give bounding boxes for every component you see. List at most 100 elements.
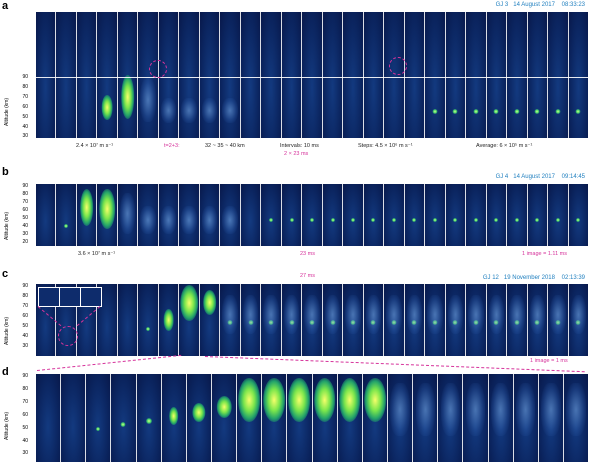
- panel-b-header: GJ 4 14 August 2017 09:14:45: [496, 174, 585, 180]
- image-frame: [548, 284, 569, 356]
- sprite-haze: [406, 294, 423, 335]
- panel-a-circle-marker: [389, 57, 407, 75]
- sprite-dot: [473, 109, 479, 115]
- sprite-glow: [364, 378, 386, 423]
- sprite-glow: [238, 378, 261, 423]
- image-frame: [384, 184, 405, 246]
- image-frame: [158, 284, 180, 356]
- panel-c-time: 02:13:39: [561, 275, 585, 281]
- image-frame: [466, 284, 487, 356]
- sprite-haze: [465, 382, 486, 436]
- image-frame: [281, 184, 303, 246]
- image-frame: [343, 12, 364, 138]
- sprite-glow: [338, 378, 361, 423]
- tick: 30: [22, 343, 28, 349]
- image-frame: [507, 184, 528, 246]
- panel-c-image-strip: [36, 284, 589, 356]
- sprite-haze: [427, 294, 443, 335]
- image-frame: [363, 284, 385, 356]
- sprite-haze: [488, 294, 505, 335]
- image-frame: [261, 284, 282, 356]
- tick: 90: [22, 283, 28, 289]
- sprite-glow: [263, 378, 286, 423]
- sprite-haze: [160, 97, 177, 123]
- tick: 50: [22, 215, 28, 221]
- image-frame: [158, 12, 180, 138]
- image-frame: [413, 374, 439, 462]
- image-frame: [287, 374, 313, 462]
- panel-b-axis-title: Altitude (km): [4, 211, 10, 240]
- image-frame: [179, 12, 200, 138]
- panel-b-annotation: 1 image = 1.11 ms: [522, 251, 567, 257]
- panel-c-axis-title: Altitude (km): [4, 316, 10, 345]
- sprite-dot: [269, 218, 274, 223]
- image-frame: [199, 284, 221, 356]
- sprite-dot: [96, 426, 101, 431]
- sprite-haze: [570, 294, 587, 335]
- sprite-haze: [181, 205, 197, 234]
- sprite-haze: [468, 294, 484, 335]
- panel-c-circle-marker: [58, 326, 78, 346]
- tick: 50: [22, 425, 28, 431]
- sprite-haze: [242, 294, 259, 335]
- sprite-glow: [101, 95, 113, 121]
- image-frame: [425, 184, 446, 246]
- panel-a-axis-title: Altitude (km): [4, 97, 10, 126]
- sprite-haze: [365, 294, 382, 335]
- image-frame: [199, 184, 221, 246]
- panel-b-date: 14 August 2017: [513, 174, 555, 180]
- image-frame: [322, 284, 344, 356]
- image-frame: [261, 184, 282, 246]
- sprite-haze: [550, 294, 566, 335]
- sprite-glow: [120, 75, 135, 120]
- tick: 40: [22, 124, 28, 130]
- image-frame: [384, 12, 405, 138]
- sprite-dot: [473, 218, 478, 223]
- image-frame: [61, 374, 87, 462]
- image-frame: [404, 184, 426, 246]
- image-frame: [97, 284, 118, 356]
- image-frame: [281, 12, 303, 138]
- image-frame: [211, 374, 238, 462]
- image-frame: [568, 184, 589, 246]
- panel-c-event-id: GJ 12: [482, 275, 499, 281]
- tick: 20: [22, 239, 28, 245]
- sprite-haze: [181, 97, 197, 123]
- panel-label-a: a: [2, 0, 9, 12]
- sprite-glow: [163, 309, 174, 331]
- sprite-glow: [288, 378, 311, 423]
- sprite-dot: [534, 109, 540, 115]
- image-frame: [363, 184, 385, 246]
- image-frame: [161, 374, 187, 462]
- sprite-haze: [222, 205, 238, 234]
- panel-a-header: GJ 3 14 August 2017 08:33:23: [496, 2, 585, 8]
- sprite-dot: [64, 224, 69, 229]
- image-frame: [548, 184, 569, 246]
- sprite-haze: [529, 294, 546, 335]
- image-frame: [343, 284, 364, 356]
- sprite-haze: [324, 294, 341, 335]
- image-frame: [337, 374, 363, 462]
- sprite-dot: [493, 109, 499, 115]
- image-frame: [387, 374, 414, 462]
- panel-a-time: 08:33:23: [561, 2, 585, 8]
- image-frame: [302, 12, 323, 138]
- panel-b-image-strip: [36, 184, 589, 246]
- image-frame: [363, 12, 385, 138]
- image-frame: [302, 184, 323, 246]
- image-frame: [527, 12, 549, 138]
- sprite-haze: [283, 294, 300, 335]
- image-frame: [507, 12, 528, 138]
- sprite-glow: [202, 289, 217, 315]
- image-frame: [261, 12, 282, 138]
- image-frame: [220, 284, 241, 356]
- image-frame: [220, 12, 241, 138]
- image-frame: [322, 184, 344, 246]
- sprite-dot: [351, 218, 355, 223]
- image-frame: [117, 284, 139, 356]
- tick: 70: [22, 399, 28, 405]
- panel-label-b: b: [2, 166, 9, 178]
- image-frame: [240, 12, 262, 138]
- sprite-haze: [509, 294, 525, 335]
- sprite-dot: [289, 218, 294, 223]
